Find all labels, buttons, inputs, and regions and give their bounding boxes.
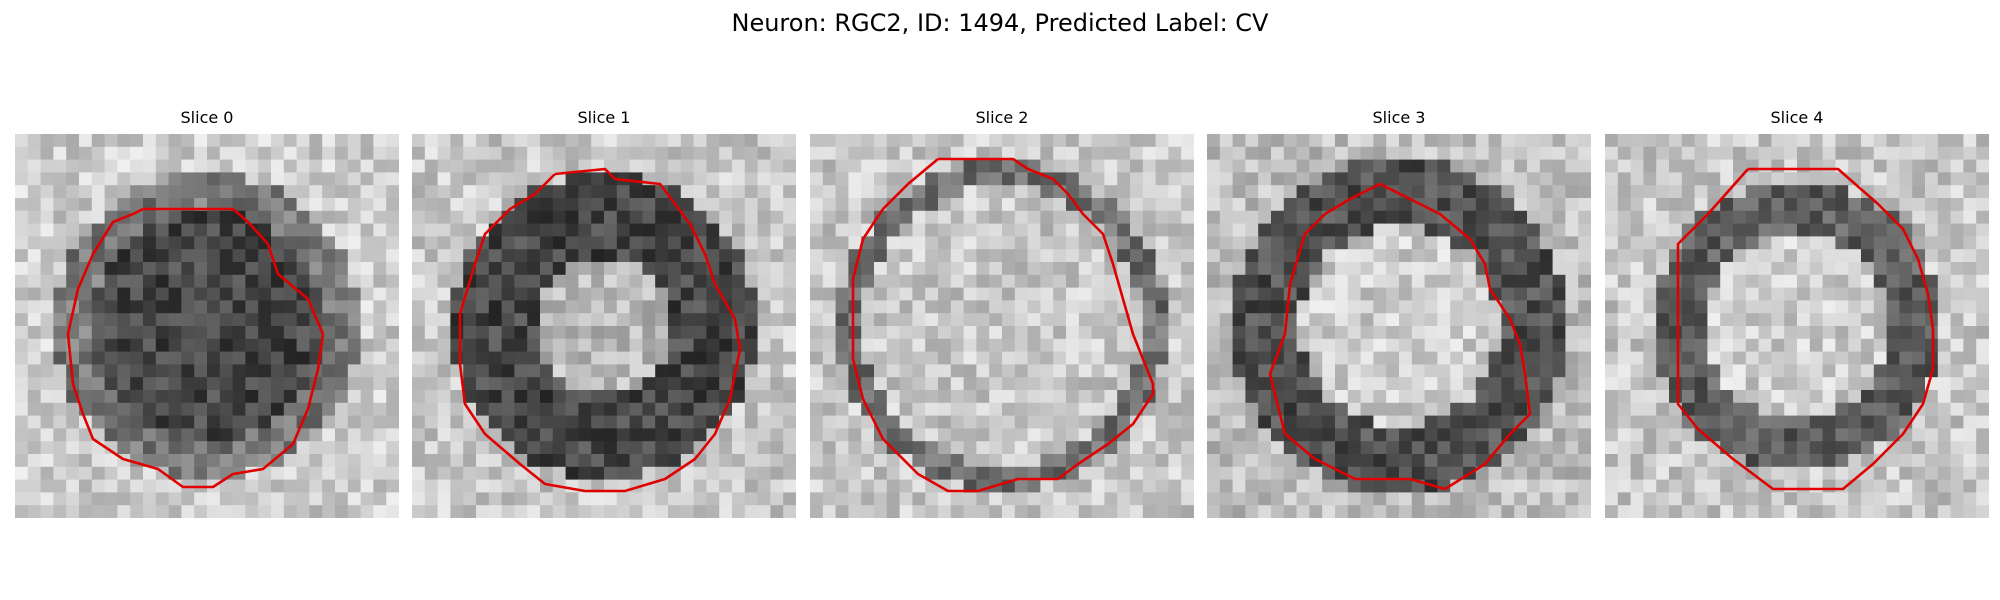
slice-title: Slice 1 (577, 108, 631, 127)
slice-image (1207, 134, 1591, 518)
slice-panel-1: Slice 1 (412, 108, 796, 518)
segmentation-contour (1268, 182, 1532, 491)
slice-title: Slice 0 (180, 108, 234, 127)
slice-title: Slice 2 (975, 108, 1029, 127)
figure-title: Neuron: RGC2, ID: 1494, Predicted Label:… (731, 9, 1269, 37)
slice-image (810, 134, 1194, 518)
slice-title: Slice 3 (1372, 108, 1426, 127)
slice-panel-2: Slice 2 (810, 108, 1194, 518)
slice-image (412, 134, 796, 518)
slice-image (1605, 134, 1989, 518)
segmentation-contour (1676, 167, 1935, 491)
slice-panel-3: Slice 3 (1207, 108, 1591, 518)
slice-title: Slice 4 (1770, 108, 1824, 127)
segmentation-contour (458, 167, 742, 493)
slice-panel-4: Slice 4 (1605, 108, 1989, 518)
segmentation-contour (851, 157, 1155, 493)
slice-image (15, 134, 399, 518)
slice-panel-0: Slice 0 (15, 108, 399, 518)
segmentation-contour (66, 207, 325, 489)
